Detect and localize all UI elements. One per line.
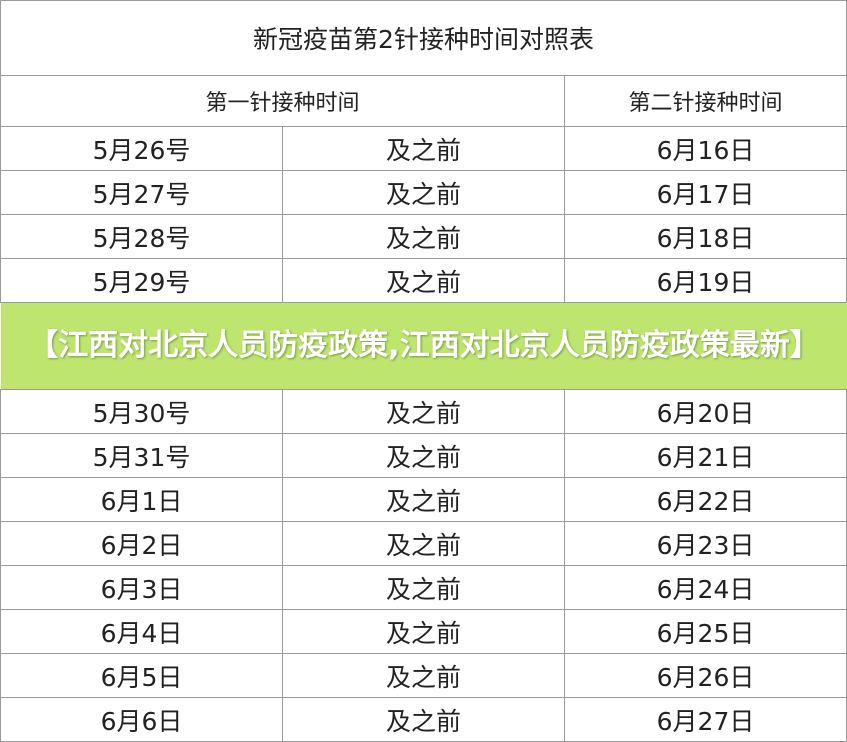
cell-first: 6月2日 — [1, 522, 283, 566]
cell-first: 5月29号 — [1, 259, 283, 303]
header-second-dose: 第二针接种时间 — [565, 76, 847, 127]
cell-second: 6月24日 — [565, 566, 847, 610]
cell-second: 6月27日 — [565, 698, 847, 742]
cell-mid: 及之前 — [283, 259, 565, 303]
cell-second: 6月25日 — [565, 610, 847, 654]
cell-first: 5月30号 — [1, 390, 283, 434]
cell-mid: 及之前 — [283, 610, 565, 654]
cell-second: 6月23日 — [565, 522, 847, 566]
cell-first: 6月6日 — [1, 698, 283, 742]
cell-first: 5月27号 — [1, 171, 283, 215]
cell-mid: 及之前 — [283, 654, 565, 698]
cell-first: 5月26号 — [1, 127, 283, 171]
cell-second: 6月17日 — [565, 171, 847, 215]
cell-first: 6月5日 — [1, 654, 283, 698]
cell-mid: 及之前 — [283, 215, 565, 259]
cell-first: 6月3日 — [1, 566, 283, 610]
cell-first: 5月31号 — [1, 434, 283, 478]
header-first-dose: 第一针接种时间 — [1, 76, 565, 127]
banner-row: 【江西对北京人员防疫政策,江西对北京人员防疫政策最新】 — [1, 303, 847, 390]
cell-mid: 及之前 — [283, 390, 565, 434]
headline-text: 【江西对北京人员防疫政策,江西对北京人员防疫政策最新】 — [18, 326, 829, 366]
cell-mid: 及之前 — [283, 522, 565, 566]
cell-first: 6月4日 — [1, 610, 283, 654]
cell-second: 6月16日 — [565, 127, 847, 171]
cell-second: 6月26日 — [565, 654, 847, 698]
cell-second: 6月20日 — [565, 390, 847, 434]
cell-second: 6月22日 — [565, 478, 847, 522]
cell-mid: 及之前 — [283, 698, 565, 742]
cell-second: 6月21日 — [565, 434, 847, 478]
cell-first: 6月1日 — [1, 478, 283, 522]
headline-banner: 【江西对北京人员防疫政策,江西对北京人员防疫政策最新】 — [1, 303, 847, 389]
cell-mid: 及之前 — [283, 478, 565, 522]
table-title: 新冠疫苗第2针接种时间对照表 — [1, 1, 847, 76]
cell-mid: 及之前 — [283, 566, 565, 610]
cell-second: 6月19日 — [565, 259, 847, 303]
cell-mid: 及之前 — [283, 127, 565, 171]
cell-second: 6月18日 — [565, 215, 847, 259]
cell-first: 5月28号 — [1, 215, 283, 259]
cell-mid: 及之前 — [283, 171, 565, 215]
cell-mid: 及之前 — [283, 434, 565, 478]
